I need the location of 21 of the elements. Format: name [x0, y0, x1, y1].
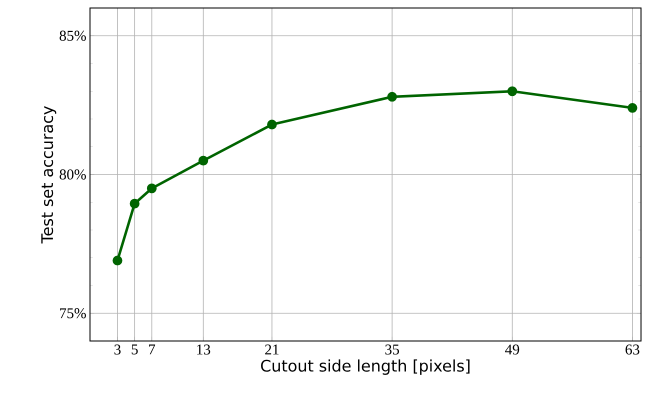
- x-axis-title: Cutout side length [pixels]: [261, 359, 470, 375]
- y-tick-label: 85%: [60, 30, 86, 41]
- y-axis-title: Test set accuracy: [41, 106, 56, 244]
- point: [130, 198, 140, 209]
- point: [112, 256, 122, 266]
- point: [146, 183, 157, 194]
- x-tick-label: 3: [114, 344, 121, 355]
- x-tick-label: 49: [505, 344, 520, 355]
- x-tick-label: 63: [626, 344, 640, 355]
- x-tick-label: 5: [132, 344, 138, 354]
- x-tick-label: 21: [265, 344, 279, 354]
- point: [267, 120, 277, 130]
- point: [507, 86, 518, 96]
- x-tick-label: 35: [385, 344, 400, 355]
- point: [387, 92, 397, 102]
- x-tick-label: 13: [197, 344, 210, 355]
- y-tick-label: 80%: [60, 169, 86, 180]
- x-tick-label: 7: [149, 344, 156, 354]
- y-tick-label: 75%: [60, 308, 86, 318]
- point: [198, 156, 208, 166]
- point: [628, 103, 638, 113]
